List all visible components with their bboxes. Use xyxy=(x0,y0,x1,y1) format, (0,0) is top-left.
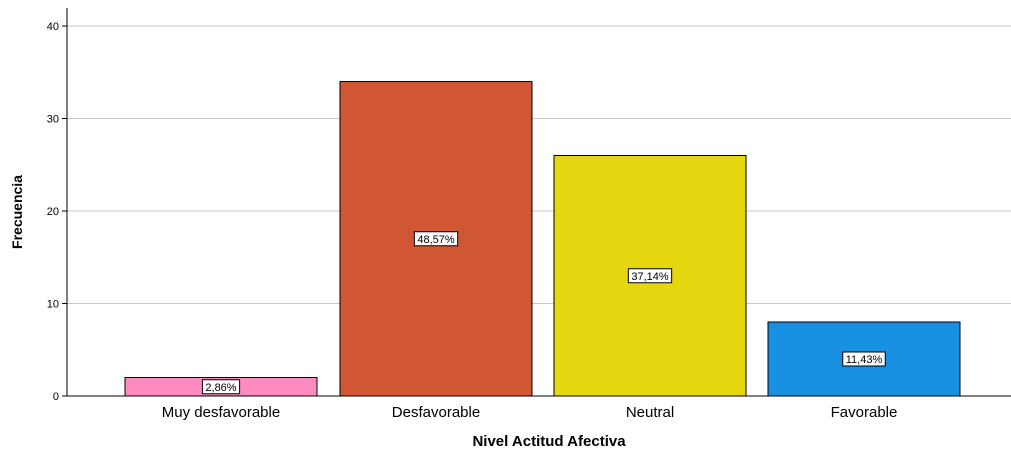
x-tick-labels: Muy desfavorable Desfavorable Neutral Favor… xyxy=(162,404,898,421)
gridlines xyxy=(67,25,1011,304)
data-label-text: 37,14% xyxy=(631,271,669,283)
axes xyxy=(66,8,1011,397)
data-labels: 2,86% 48,57% 37,14% 11,43% xyxy=(201,231,886,395)
data-label-box xyxy=(413,231,459,247)
data-label: 11,43% xyxy=(842,351,886,367)
data-label: 2,86% xyxy=(201,379,241,395)
data-label-text: 11,43% xyxy=(846,354,883,366)
y-tick-label: 20 xyxy=(47,206,59,218)
y-tick-label: 40 xyxy=(47,21,59,33)
y-axis-title: Frecuencia xyxy=(9,175,25,249)
y-tick-label: 30 xyxy=(47,114,59,126)
x-tick-label: Favorable xyxy=(831,404,898,421)
y-tick-labels: 0 10 20 30 40 xyxy=(47,21,67,403)
data-label-box xyxy=(842,351,886,367)
x-tick-label: Muy desfavorable xyxy=(162,404,280,421)
data-label-text: 48,57% xyxy=(417,234,455,246)
data-label: 48,57% xyxy=(413,231,459,247)
y-tick-label: 10 xyxy=(47,299,59,311)
x-axis-title: Nivel Actitud Afectiva xyxy=(472,433,626,450)
x-tick-label: Desfavorable xyxy=(392,404,480,421)
data-label-box xyxy=(627,268,673,284)
x-tick-label: Neutral xyxy=(626,404,674,421)
data-label-text: 2,86% xyxy=(205,382,236,394)
data-label: 37,14% xyxy=(627,268,673,284)
data-label-box xyxy=(201,379,241,395)
bars xyxy=(124,81,961,397)
y-tick-label: 0 xyxy=(53,391,59,403)
